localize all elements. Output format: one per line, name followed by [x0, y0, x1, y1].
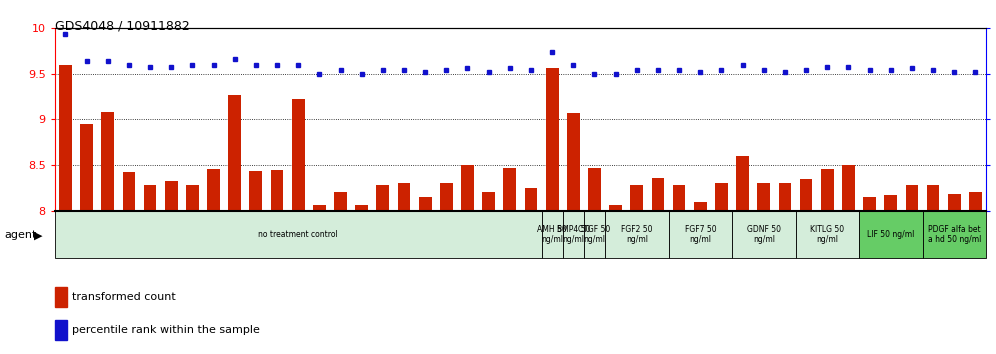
Bar — [736, 156, 749, 211]
Bar — [397, 183, 410, 211]
FancyBboxPatch shape — [563, 211, 584, 258]
Bar — [758, 183, 770, 211]
Bar — [630, 185, 643, 211]
Text: BMP4 50
ng/ml: BMP4 50 ng/ml — [557, 225, 590, 244]
Bar — [800, 179, 813, 211]
Bar — [927, 185, 939, 211]
Bar — [546, 68, 559, 211]
Text: CTGF 50
ng/ml: CTGF 50 ng/ml — [579, 225, 611, 244]
Bar — [356, 205, 369, 211]
Text: percentile rank within the sample: percentile rank within the sample — [72, 325, 259, 335]
Text: LIF 50 ng/ml: LIF 50 ng/ml — [868, 230, 914, 239]
Bar — [779, 183, 792, 211]
FancyBboxPatch shape — [796, 211, 860, 258]
Text: GDNF 50
ng/ml: GDNF 50 ng/ml — [747, 225, 781, 244]
Bar — [884, 195, 897, 211]
Text: PDGF alfa bet
a hd 50 ng/ml: PDGF alfa bet a hd 50 ng/ml — [927, 225, 981, 244]
Bar — [59, 65, 72, 211]
Bar — [589, 168, 601, 211]
Text: FGF2 50
ng/ml: FGF2 50 ng/ml — [622, 225, 652, 244]
Bar — [143, 185, 156, 211]
Bar — [905, 185, 918, 211]
Bar — [271, 170, 284, 211]
Text: AMH 50
ng/ml: AMH 50 ng/ml — [537, 225, 567, 244]
FancyBboxPatch shape — [732, 211, 796, 258]
Bar — [102, 112, 114, 211]
Bar — [186, 185, 199, 211]
Bar — [335, 193, 347, 211]
FancyBboxPatch shape — [584, 211, 606, 258]
Bar — [292, 99, 305, 211]
Text: ▶: ▶ — [34, 230, 43, 240]
Bar — [610, 205, 622, 211]
Bar — [567, 113, 580, 211]
FancyBboxPatch shape — [668, 211, 732, 258]
Bar — [461, 165, 474, 211]
FancyBboxPatch shape — [606, 211, 668, 258]
Text: transformed count: transformed count — [72, 292, 175, 302]
Bar — [376, 185, 389, 211]
Bar — [673, 185, 685, 211]
Text: GDS4048 / 10911882: GDS4048 / 10911882 — [55, 19, 189, 33]
Bar — [715, 183, 728, 211]
Text: agent: agent — [4, 230, 37, 240]
Bar — [419, 197, 431, 211]
FancyBboxPatch shape — [922, 211, 986, 258]
Bar — [165, 182, 177, 211]
Bar — [228, 95, 241, 211]
FancyBboxPatch shape — [860, 211, 922, 258]
Bar — [207, 169, 220, 211]
Bar — [525, 188, 538, 211]
Bar — [313, 205, 326, 211]
FancyBboxPatch shape — [542, 211, 563, 258]
Bar — [482, 193, 495, 211]
Bar — [250, 171, 262, 211]
Bar — [55, 287, 67, 307]
Bar — [123, 172, 135, 211]
Text: KITLG 50
ng/ml: KITLG 50 ng/ml — [810, 225, 845, 244]
Bar — [80, 124, 93, 211]
Bar — [440, 183, 453, 211]
Bar — [651, 178, 664, 211]
Bar — [504, 168, 516, 211]
Text: no treatment control: no treatment control — [258, 230, 338, 239]
Bar — [969, 193, 982, 211]
Bar — [843, 165, 855, 211]
Bar — [55, 320, 67, 340]
Bar — [821, 169, 834, 211]
Bar — [948, 194, 961, 211]
Text: FGF7 50
ng/ml: FGF7 50 ng/ml — [684, 225, 716, 244]
Bar — [694, 201, 707, 211]
Bar — [864, 197, 876, 211]
FancyBboxPatch shape — [55, 211, 542, 258]
